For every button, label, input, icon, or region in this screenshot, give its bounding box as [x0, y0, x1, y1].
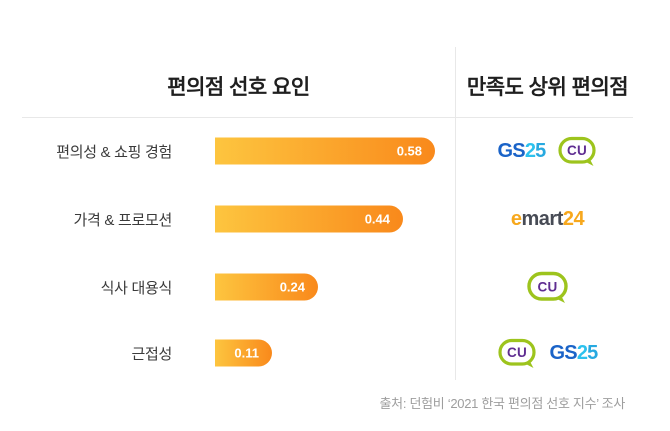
gs25-text-2: 2	[524, 139, 536, 162]
category-label: 가격 & 프로모션	[73, 211, 173, 229]
bar-convenience: 0.58	[215, 137, 435, 165]
column-divider	[455, 47, 456, 380]
bar-value: 0.58	[396, 143, 422, 159]
chart-row-proximity: 근접성 0.11 CU GS25	[0, 319, 670, 387]
bar-meal: 0.24	[215, 273, 318, 301]
emart24-text-e: e	[510, 207, 522, 230]
gs25-logo: GS25	[497, 139, 547, 163]
brand-logos-row-3: CU	[455, 253, 640, 321]
chart-row-price: 가격 & 프로모션 0.44 emart24	[0, 185, 670, 253]
cu-text: CU	[537, 279, 557, 294]
left-panel-title: 편의점 선호 요인	[167, 76, 310, 99]
cu-text: CU	[567, 143, 587, 158]
bar-proximity: 0.11	[215, 339, 272, 367]
chart-row-meal: 식사 대용식 0.24 CU	[0, 253, 670, 321]
category-label: 편의성 & 쇼핑 경험	[56, 143, 172, 161]
gs25-text-5: 5	[587, 341, 598, 364]
cu-text: CU	[506, 345, 526, 360]
cu-logo: CU	[526, 271, 568, 303]
category-label: 근접성	[131, 345, 172, 363]
gs25-text-2: 2	[576, 341, 588, 364]
header-divider	[22, 117, 633, 118]
category-label: 식사 대용식	[100, 279, 173, 297]
brand-logos-row-1: GS25 CU	[455, 117, 640, 185]
right-panel-title: 만족도 상위 편의점	[466, 76, 629, 99]
brand-logos-row-4: CU GS25	[455, 319, 640, 387]
gs25-text-5: 5	[535, 139, 546, 162]
gs25-logo: GS25	[549, 341, 599, 365]
source-note: 출처: 던험비 ‘2021 한국 편의점 선호 지수’ 조사	[379, 396, 626, 411]
emart24-logo: emart24	[510, 207, 585, 231]
bar-price: 0.44	[215, 205, 403, 233]
emart24-text-mart: mart	[521, 207, 564, 230]
cu-logo: CU	[558, 136, 597, 166]
gs25-text-gs: GS	[549, 341, 578, 364]
emart24-text-24: 24	[562, 207, 585, 230]
brand-logos-row-2: emart24	[455, 185, 640, 253]
gs25-text-gs: GS	[497, 139, 526, 162]
bar-value: 0.11	[234, 345, 259, 361]
bar-value: 0.24	[279, 279, 305, 295]
bar-value: 0.44	[364, 211, 390, 227]
chart-row-convenience: 편의성 & 쇼핑 경험 0.58 GS25 CU	[0, 117, 670, 185]
cu-logo: CU	[497, 338, 536, 368]
